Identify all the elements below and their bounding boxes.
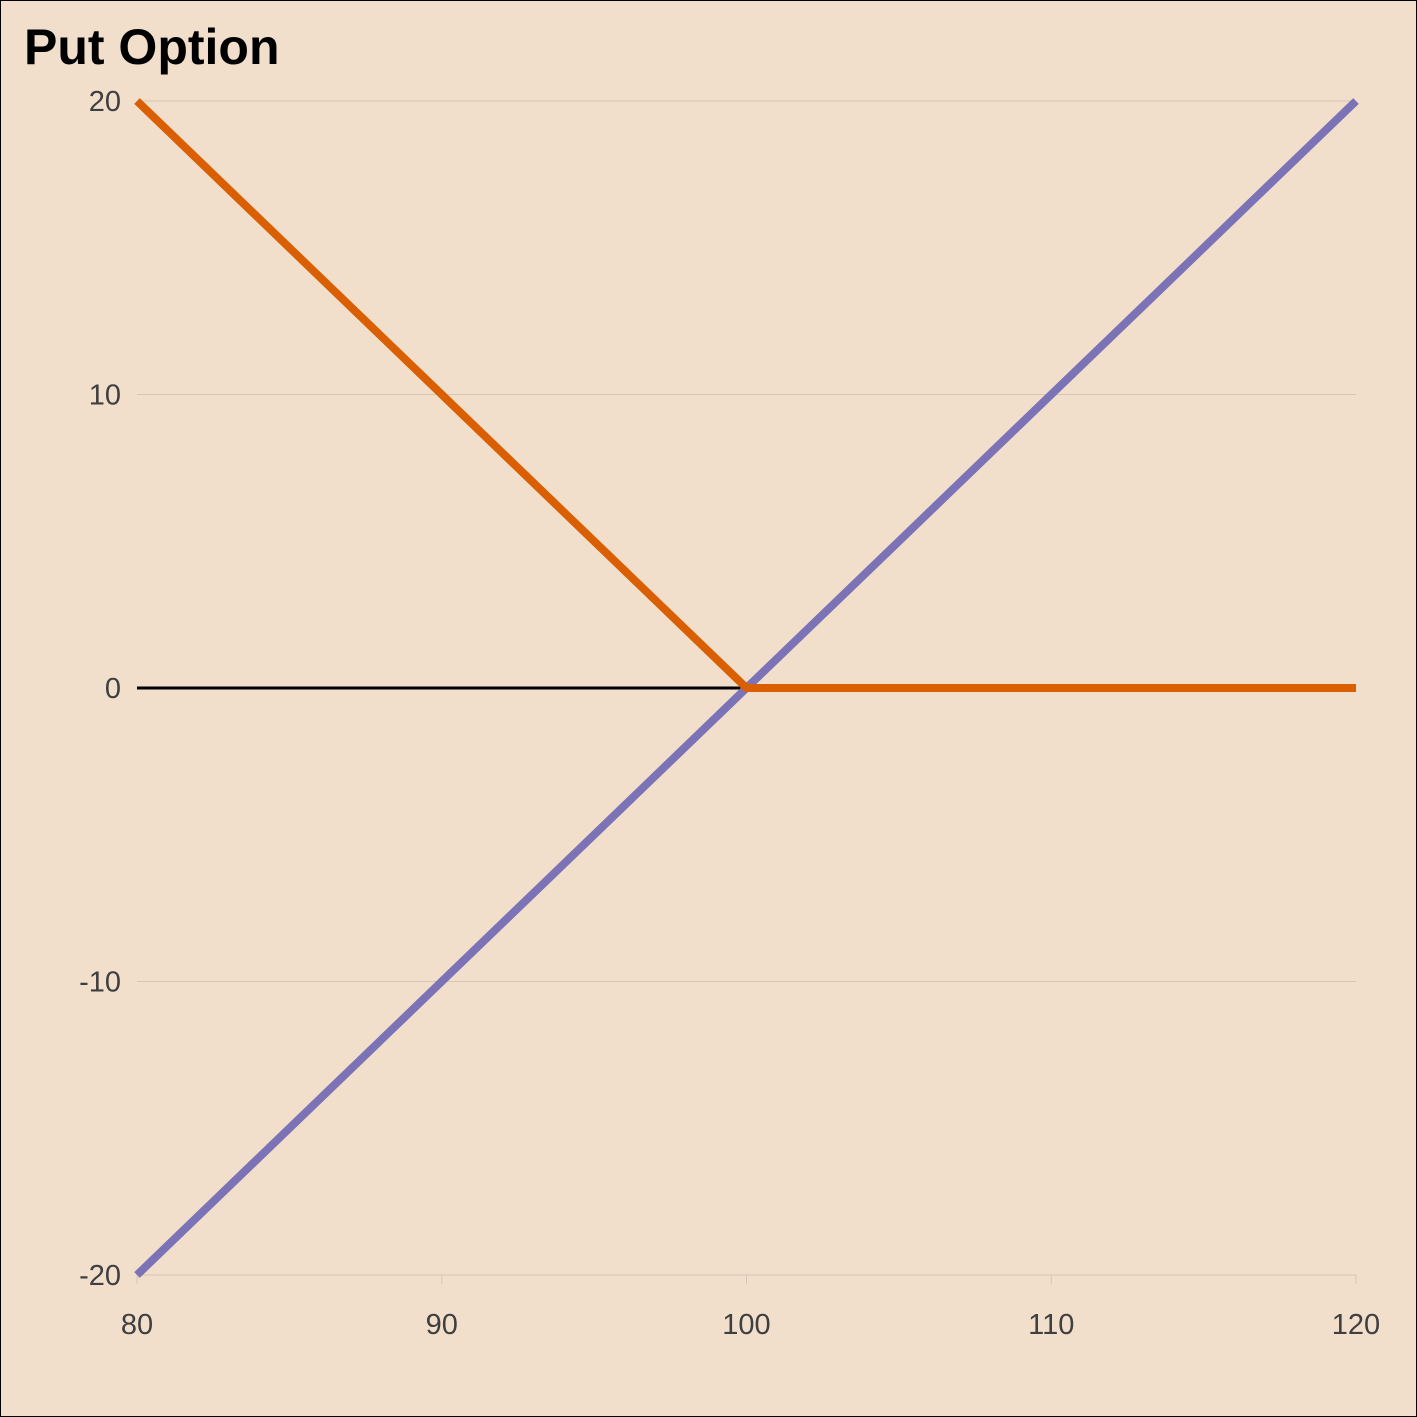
x-tick-label: 110 bbox=[1028, 1309, 1074, 1341]
y-tick-label: 10 bbox=[89, 380, 121, 412]
y-tick-label: -20 bbox=[79, 1260, 121, 1292]
y-tick-label: -10 bbox=[79, 967, 121, 999]
x-tick-label: 80 bbox=[121, 1309, 153, 1341]
x-axis-tick-labels: 80 90 100 110 120 bbox=[121, 1309, 1380, 1341]
y-axis-tick-labels: -20 -10 0 10 20 bbox=[79, 86, 121, 1292]
y-tick-label: 0 bbox=[105, 673, 121, 705]
series-lines bbox=[134, 98, 1359, 1278]
x-tick-label: 120 bbox=[1332, 1309, 1380, 1341]
series-line-2 bbox=[134, 98, 1356, 692]
x-tick-label: 90 bbox=[426, 1309, 458, 1341]
y-tick-label: 20 bbox=[89, 86, 121, 118]
chart-title: Put Option bbox=[24, 19, 280, 75]
x-axis-ticks bbox=[136, 1275, 1357, 1284]
x-tick-label: 100 bbox=[722, 1309, 770, 1341]
